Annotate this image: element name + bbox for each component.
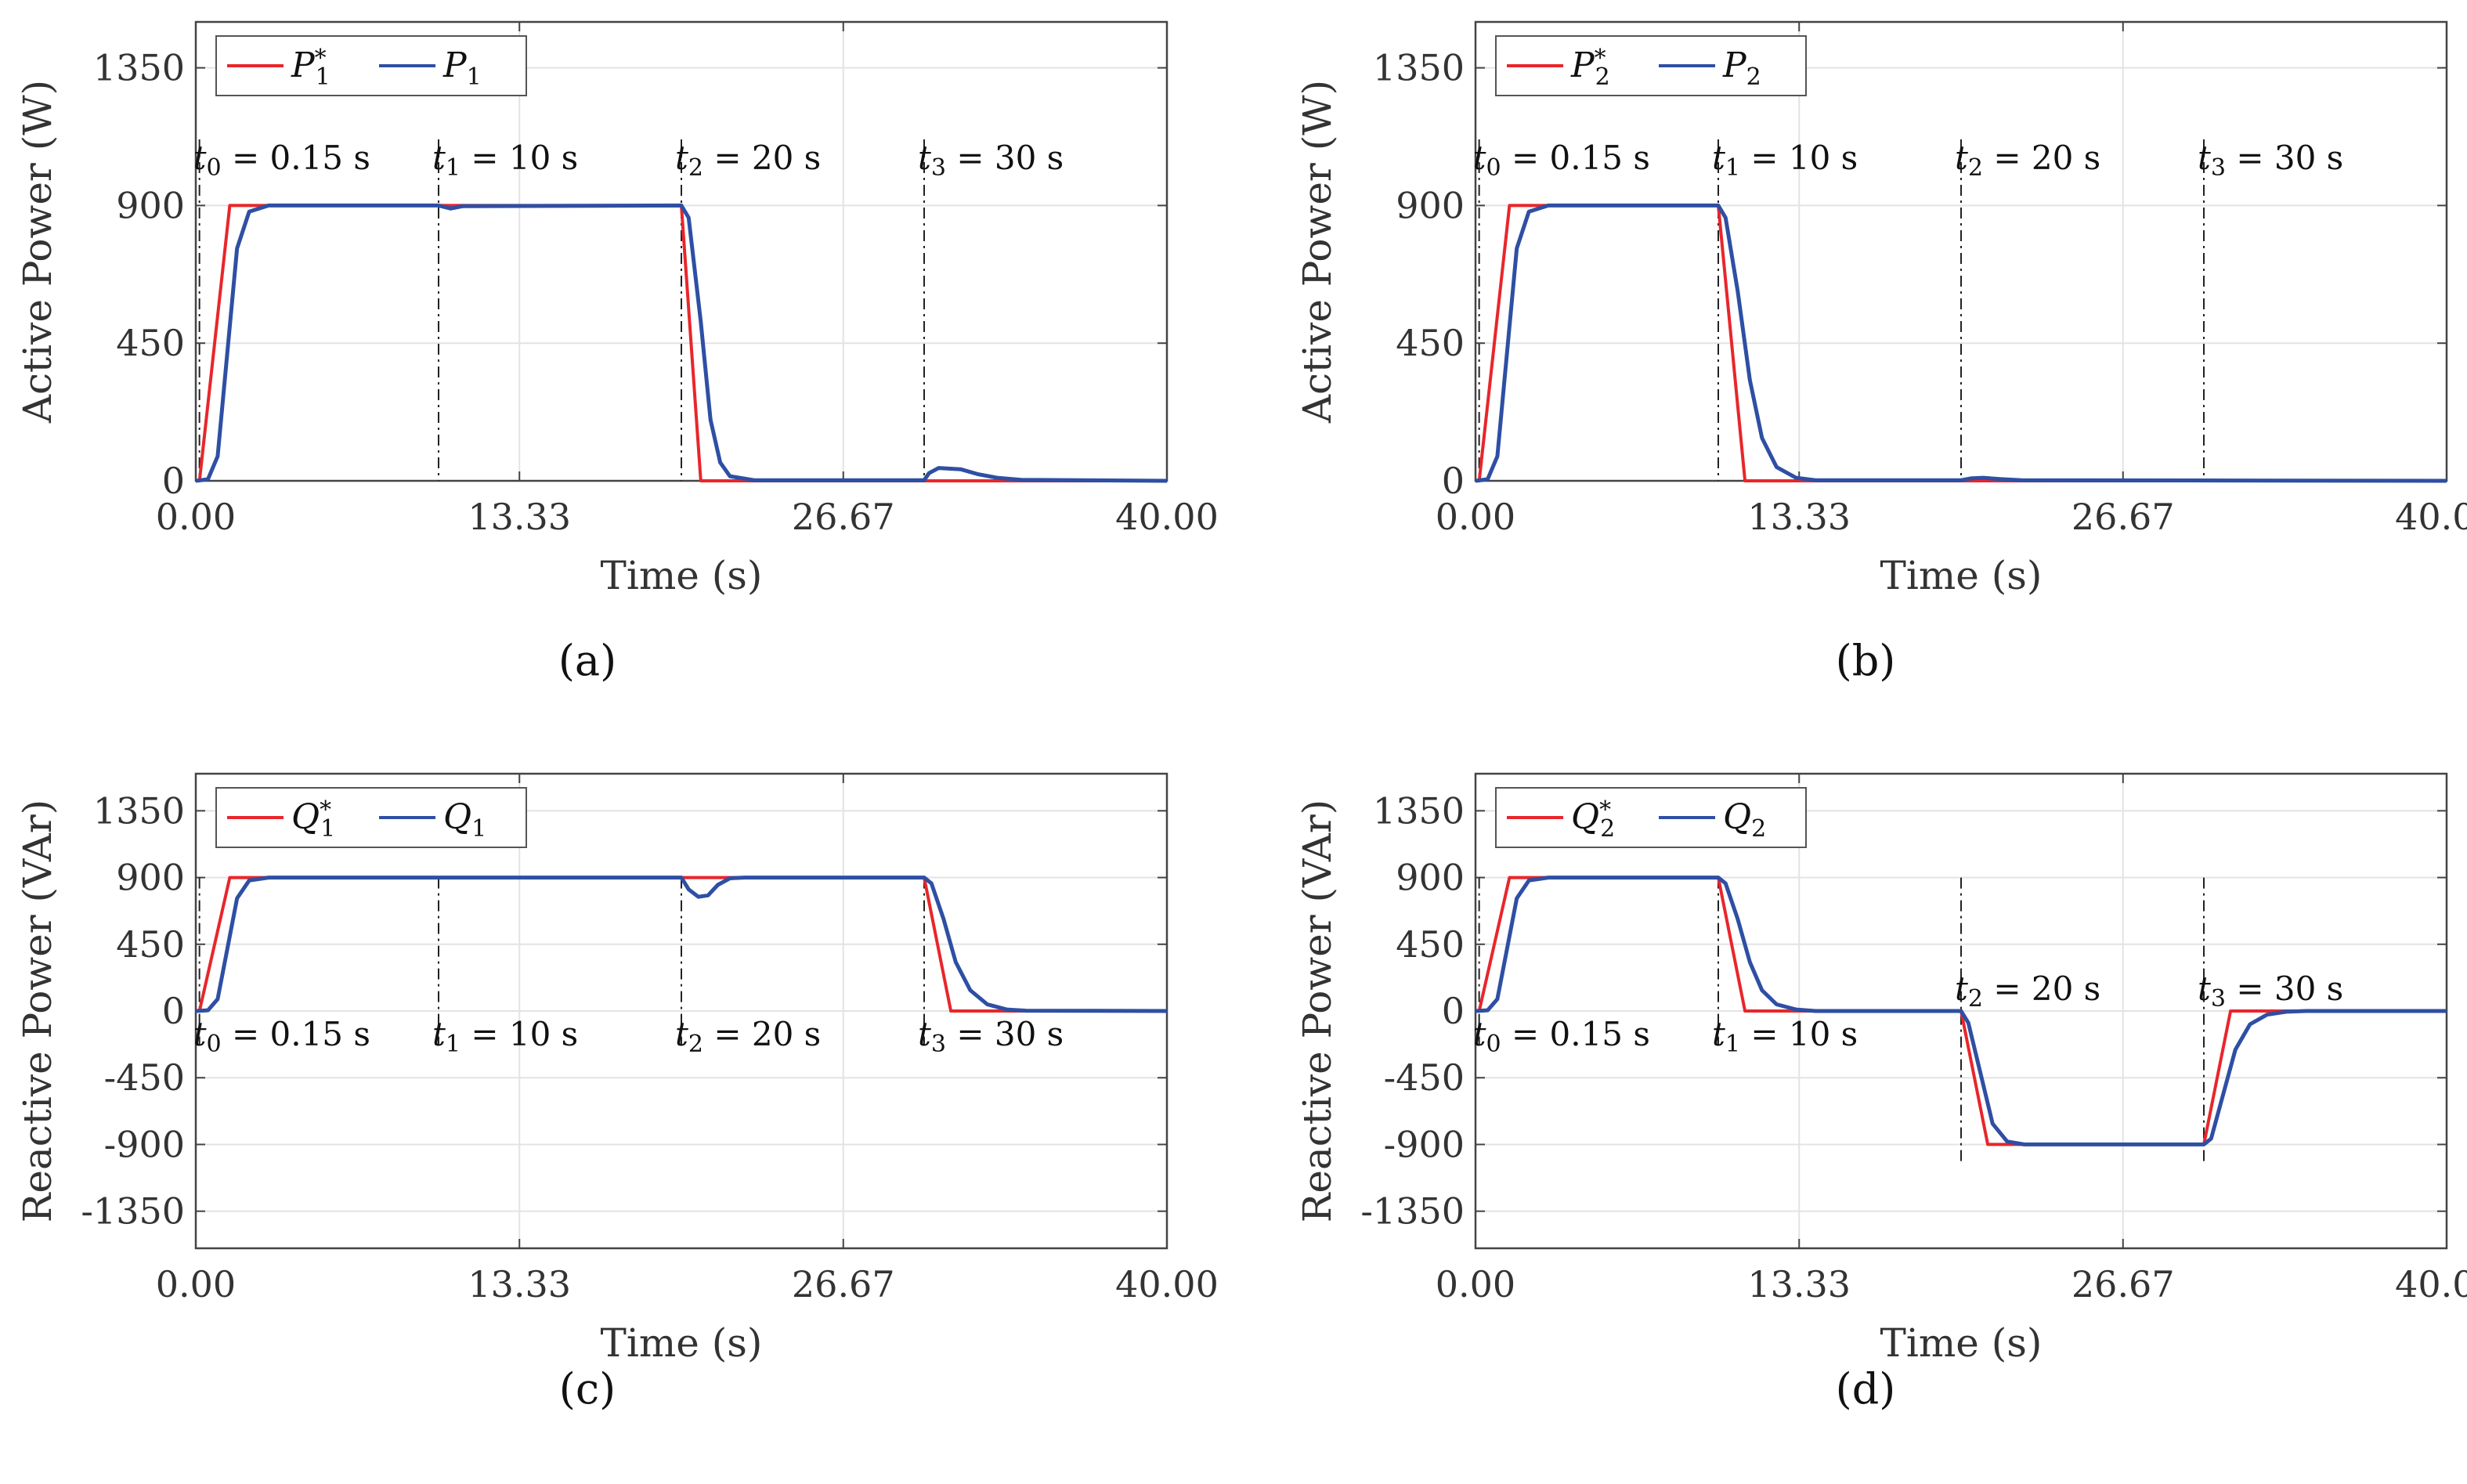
legend-label: P2 xyxy=(1722,45,1761,91)
y-tick-label: 450 xyxy=(1396,923,1465,966)
legend: Q* 1 Q1 xyxy=(215,787,527,848)
x-tick-label: 26.67 xyxy=(2071,496,2175,538)
x-tick-label: 13.33 xyxy=(1747,496,1851,538)
y-axis-label: Reactive Power (VAr) xyxy=(1295,800,1340,1223)
series-line-measured xyxy=(1475,203,2447,483)
y-tick-label: 1350 xyxy=(93,789,185,832)
event-label: t2 = 20 s xyxy=(1955,139,2100,182)
legend-label: Q1 xyxy=(443,797,486,843)
event-label: t3 = 30 s xyxy=(2198,139,2343,182)
y-tick-label: 0 xyxy=(1442,990,1465,1032)
x-tick-label: 0.00 xyxy=(156,1263,236,1305)
x-tick-label: 40.00 xyxy=(2395,1263,2467,1305)
event-label: t1 = 10 s xyxy=(432,1015,578,1058)
x-axis-label: Time (s) xyxy=(1880,553,2043,598)
y-tick-label: 0 xyxy=(1442,460,1465,502)
y-tick-label: 450 xyxy=(116,923,185,966)
x-tick-label: 13.33 xyxy=(468,496,571,538)
event-label: t3 = 30 s xyxy=(2198,969,2343,1013)
event-label: t2 = 20 s xyxy=(675,1015,821,1058)
y-tick-label: -1350 xyxy=(81,1190,185,1233)
x-tick-label: 13.33 xyxy=(1747,1263,1851,1305)
legend: P* 2 P2 xyxy=(1495,35,1807,96)
panel-caption: (d) xyxy=(1836,1364,1896,1414)
y-tick-label: 450 xyxy=(116,322,185,364)
event-label: t1 = 10 s xyxy=(432,139,578,182)
y-tick-label: 1350 xyxy=(1373,47,1465,89)
x-tick-label: 40.00 xyxy=(2395,496,2467,538)
series-line-measured xyxy=(195,876,1168,1013)
event-label: t1 = 10 s xyxy=(1712,1015,1858,1058)
x-tick-label: 40.00 xyxy=(1115,496,1219,538)
event-label: t3 = 30 s xyxy=(918,1015,1064,1058)
legend: P* 1 P1 xyxy=(215,35,527,96)
legend-label: Q* 2 xyxy=(1571,796,1615,843)
chart-panel-4: 0.00 13.33 26.67 40.00 -1350 -900 -450 0 450 900 1… xyxy=(1295,772,2467,1414)
x-tick-label: 13.33 xyxy=(468,1263,571,1305)
x-axis-label: Time (s) xyxy=(601,553,763,598)
y-tick-label: 0 xyxy=(162,990,185,1032)
x-tick-label: 0.00 xyxy=(156,496,236,538)
event-label: t2 = 20 s xyxy=(675,139,821,182)
y-tick-label: 900 xyxy=(116,857,185,899)
event-label: t0 = 0.15 s xyxy=(193,1015,370,1058)
y-axis-label: Active Power (W) xyxy=(1295,80,1340,424)
y-tick-label: 1350 xyxy=(1373,789,1465,832)
y-tick-label: -900 xyxy=(1384,1123,1465,1165)
y-tick-label: -900 xyxy=(104,1123,185,1165)
event-label: t2 = 20 s xyxy=(1955,969,2100,1013)
legend-label: Q2 xyxy=(1723,797,1766,843)
y-tick-label: -450 xyxy=(104,1056,185,1099)
y-axis-label: Active Power (W) xyxy=(15,80,60,424)
panel-caption: (c) xyxy=(559,1364,616,1414)
x-axis-label: Time (s) xyxy=(601,1320,763,1366)
y-tick-label: -1350 xyxy=(1360,1190,1465,1233)
legend-label: P* 1 xyxy=(291,45,330,91)
x-tick-label: 26.67 xyxy=(2071,1263,2175,1305)
panel-caption: (a) xyxy=(558,636,616,685)
chart-panel-1: 0.00 13.33 26.67 40.00 0 450 900 1350 Time (s) Ac… xyxy=(15,20,1219,685)
legend-label: P1 xyxy=(442,45,482,91)
series-line-measured xyxy=(1475,876,2447,1146)
y-tick-label: 0 xyxy=(162,460,185,502)
y-tick-label: 450 xyxy=(1396,322,1465,364)
y-tick-label: 900 xyxy=(1396,184,1465,226)
x-axis-label: Time (s) xyxy=(1880,1320,2043,1366)
legend-label: Q* 1 xyxy=(291,796,335,843)
y-tick-label: 900 xyxy=(1396,857,1465,899)
legend-box xyxy=(215,35,527,96)
chart-panel-2: 0.00 13.33 26.67 40.00 0 450 900 1350 Time (s) Ac… xyxy=(1295,20,2467,685)
x-tick-label: 26.67 xyxy=(792,1263,895,1305)
x-tick-label: 26.67 xyxy=(792,496,895,538)
series-line-measured xyxy=(195,203,1168,483)
event-label: t0 = 0.15 s xyxy=(193,139,370,182)
x-tick-label: 40.00 xyxy=(1115,1263,1219,1305)
y-axis-label: Reactive Power (VAr) xyxy=(15,800,60,1223)
event-label: t0 = 0.15 s xyxy=(1473,1015,1650,1058)
event-label: t0 = 0.15 s xyxy=(1473,139,1650,182)
y-tick-label: 1350 xyxy=(93,47,185,89)
y-tick-label: 900 xyxy=(116,184,185,226)
chart-panel-3: 0.00 13.33 26.67 40.00 -1350 -900 -450 0 450 900 1… xyxy=(15,772,1219,1414)
x-tick-label: 0.00 xyxy=(1436,496,1515,538)
legend: Q* 2 Q2 xyxy=(1495,787,1807,848)
legend-label: P* 2 xyxy=(1570,45,1610,91)
panel-caption: (b) xyxy=(1836,636,1896,685)
event-label: t3 = 30 s xyxy=(918,139,1064,182)
x-tick-label: 0.00 xyxy=(1436,1263,1515,1305)
event-label: t1 = 10 s xyxy=(1712,139,1858,182)
y-tick-label: -450 xyxy=(1384,1056,1465,1099)
